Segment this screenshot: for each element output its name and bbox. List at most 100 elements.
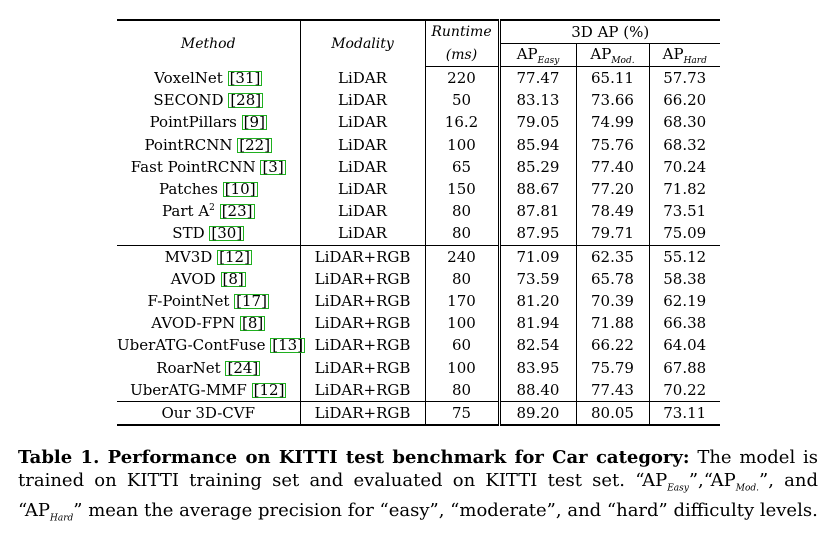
method-cell: Part A2 [23] [117, 200, 301, 223]
ap-mod-cell: 75.79 [576, 356, 650, 379]
ap-hard-cell: 75.09 [649, 222, 720, 246]
method-name: MV3D [164, 247, 213, 266]
ap-easy-cell: 83.95 [499, 356, 577, 379]
ap-easy-cell: 85.94 [499, 133, 577, 156]
ap-easy-cell: 73.59 [499, 267, 577, 290]
citation-link[interactable]: [8] [239, 314, 266, 333]
citation-link[interactable]: [12] [217, 247, 252, 266]
runtime-cell: 65 [425, 155, 501, 178]
citation-link[interactable]: [17] [234, 291, 269, 310]
citation-link[interactable]: [10] [222, 180, 258, 199]
citation-link[interactable]: [8] [220, 269, 246, 288]
method-cell: Patches [10] [117, 177, 301, 201]
method-superscript: 2 [209, 203, 215, 214]
caption-sub-hard: Hard [50, 513, 74, 524]
modality-cell: LiDAR [300, 222, 426, 246]
method-cell: Our 3D-CVF [117, 400, 301, 426]
ap-easy-cell: 88.67 [499, 177, 577, 201]
caption-text-3: ”, and “AP [18, 469, 818, 521]
modality-cell: LiDAR+RGB [300, 356, 426, 379]
table-row: VoxelNet [31] LiDAR 220 77.47 65.11 57.73 [117, 66, 720, 90]
method-name: VoxelNet [154, 68, 223, 87]
citation-link[interactable]: [30] [209, 224, 245, 243]
ap-hard-cell: 55.12 [663, 247, 707, 266]
results-table: Method Modality Runtime 3D AP (%) (ms) A… [117, 19, 720, 426]
method-cell: PointPillars [9] [117, 111, 301, 134]
method-name: SECOND [153, 91, 224, 110]
table-row: SECOND [28] LiDAR 50 83.13 73.66 66.20 [117, 89, 720, 112]
header-ap-hard: APHard [649, 43, 720, 67]
ap-easy-cell: 89.20 [499, 400, 577, 426]
ap-easy-cell: 77.47 [499, 66, 577, 90]
header-3d-ap: 3D AP (%) [499, 19, 720, 44]
method-name: AVOD-FPN [151, 314, 236, 333]
table-row: AVOD-FPN [8] LiDAR+RGB 100 81.94 71.88 66.38 [117, 312, 720, 335]
runtime-cell: 220 [425, 66, 501, 90]
citation-number: 30 [217, 224, 237, 243]
citation-link[interactable]: [28] [228, 91, 264, 110]
citation-link[interactable]: [9] [241, 113, 267, 132]
method-name: PointPillars [149, 113, 237, 132]
table-row: MV3D [12] LiDAR+RGB 240 71.09 62.35 55.12 [117, 245, 720, 268]
citation-number: 12 [259, 380, 279, 399]
ap-hard-cell: 64.04 [663, 336, 707, 355]
table-row: UberATG-ContFuse [13] LiDAR+RGB 60 82.54 66.… [117, 334, 720, 357]
citation-number: 3 [268, 157, 278, 176]
header-method: Method [117, 19, 301, 67]
method-cell: PointRCNN [22] [117, 133, 301, 156]
lidar-rows: VoxelNet [31] LiDAR 220 77.47 65.11 57.73 SECO… [117, 66, 720, 246]
modality-cell: LiDAR+RGB [300, 245, 426, 268]
method-cell: STD [30] [117, 222, 301, 246]
citation-number: 28 [236, 91, 256, 110]
caption-text-2: ”,“AP [688, 469, 736, 491]
ap-easy-cell: 87.95 [499, 222, 577, 246]
ap-mod-cell: 65.78 [576, 267, 650, 290]
method-name: PointRCNN [144, 135, 233, 154]
table-row: STD [30] LiDAR 80 87.95 79.71 75.09 [117, 222, 720, 246]
ap-mod-cell: 74.99 [576, 111, 650, 134]
ap-hard-cell: 73.51 [663, 202, 707, 221]
runtime-cell: 80 [425, 267, 501, 290]
citation-link[interactable]: [22] [237, 135, 273, 154]
citation-link[interactable]: [13] [270, 336, 306, 355]
modality-cell: LiDAR [300, 133, 426, 156]
method-name: Fast PointRCNN [130, 157, 256, 176]
modality-cell: LiDAR+RGB [300, 312, 426, 335]
method-name: AVOD [170, 269, 216, 288]
method-cell: Fast PointRCNN [3] [117, 155, 301, 178]
ap-easy-cell: 83.13 [499, 89, 577, 112]
ap-hard-cell: 57.73 [663, 69, 707, 88]
ap-mod-cell: 80.05 [576, 400, 650, 426]
citation-link[interactable]: [31] [227, 68, 263, 87]
citation-number: 12 [224, 247, 245, 266]
header-ap-easy: APEasy [499, 43, 577, 67]
method-name: STD [172, 224, 205, 243]
table-row: Patches [10] LiDAR 150 88.67 77.20 71.82 [117, 177, 720, 201]
citation-number: 31 [235, 68, 255, 87]
header-runtime: Runtime [425, 19, 501, 44]
ap-hard-cell: 71.82 [663, 180, 707, 199]
method-cell: RoarNet [24] [117, 356, 301, 379]
caption-sub-mod: Mod. [735, 483, 760, 494]
citation-number: 9 [249, 113, 260, 132]
header-runtime-unit: (ms) [425, 43, 501, 67]
fusion-rows: MV3D [12] LiDAR+RGB 240 71.09 62.35 55.12 AVOD… [117, 245, 720, 402]
citation-link[interactable]: [24] [225, 358, 261, 377]
citation-link[interactable]: [23] [219, 202, 255, 221]
modality-cell: LiDAR+RGB [300, 400, 426, 426]
ap-hard-cell: 62.19 [663, 291, 707, 310]
citation-link[interactable]: [3] [260, 157, 286, 176]
table-row: RoarNet [24] LiDAR+RGB 100 83.95 75.79 67.88 [117, 356, 720, 379]
citation-number: 17 [242, 291, 262, 310]
citation-number: 8 [247, 314, 258, 333]
runtime-cell: 100 [425, 133, 501, 156]
citation-number: 13 [278, 336, 298, 355]
table-row: Part A2 [23] LiDAR 80 87.81 78.49 73.51 [117, 200, 720, 223]
modality-cell: LiDAR [300, 155, 426, 178]
method-name: UberATG-MMF [130, 380, 247, 399]
runtime-cell: 80 [425, 378, 501, 402]
citation-link[interactable]: [12] [251, 380, 287, 399]
ap-easy-cell: 81.94 [499, 312, 577, 335]
ap-easy-cell: 82.54 [499, 334, 577, 357]
modality-cell: LiDAR [300, 200, 426, 223]
